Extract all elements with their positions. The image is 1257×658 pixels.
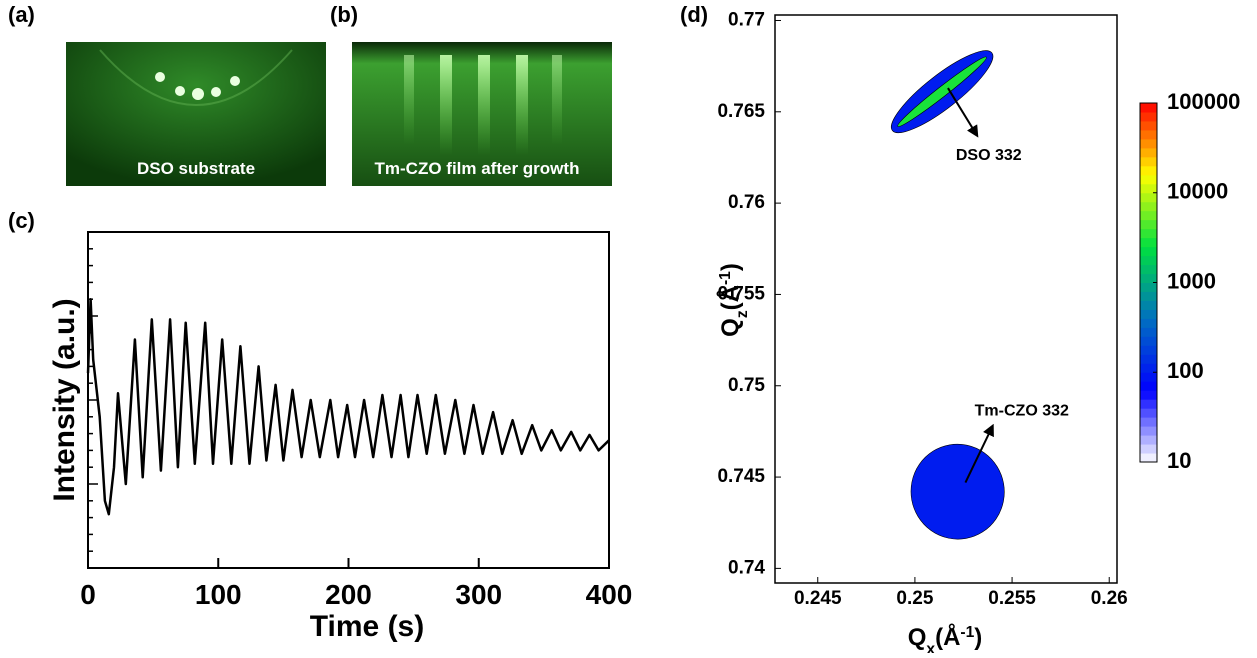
panel-label: (d) — [680, 2, 708, 27]
y-axis-label: Qz(Å-1) — [716, 263, 751, 337]
panel-label: (c) — [8, 208, 35, 233]
label-part: ) — [717, 263, 744, 271]
colorbar-cell — [1140, 327, 1157, 337]
label-part: z — [734, 310, 751, 318]
colorbar-cell — [1140, 300, 1157, 310]
colorbar-cell — [1140, 444, 1157, 454]
colorbar-cell — [1140, 354, 1157, 364]
x-tick-label: 200 — [325, 579, 372, 610]
colorbar-cell — [1140, 417, 1157, 427]
colorbar-cell — [1140, 201, 1157, 212]
colorbar-tick-label: 10 — [1167, 448, 1191, 473]
colorbar-cell — [1140, 363, 1157, 373]
label-part: ) — [974, 624, 982, 651]
x-tick-label: 400 — [586, 579, 633, 610]
colorbar-cell — [1140, 390, 1157, 400]
colorbar-tick-label: 100000 — [1167, 89, 1240, 114]
colorbar-cell — [1140, 183, 1157, 194]
kikuchi-line — [99, 49, 293, 106]
colorbar-cell — [1140, 435, 1157, 445]
colorbar-cell — [1140, 426, 1157, 436]
colorbar-cell — [1140, 120, 1157, 131]
colorbar-cell — [1140, 210, 1157, 221]
x-tick-label: 0.245 — [794, 588, 842, 609]
y-tick-label: 0.745 — [717, 466, 765, 487]
x-axis-label: Time (s) — [310, 610, 424, 643]
colorbar-cell — [1140, 129, 1157, 140]
annotation: Tm-CZO 332 — [975, 403, 1069, 420]
image-caption: DSO substrate — [137, 159, 255, 178]
annotation-arrow — [964, 423, 994, 483]
colorbar-cell — [1140, 291, 1157, 301]
colorbar-cell — [1140, 165, 1157, 176]
colorbar-cell — [1140, 111, 1157, 122]
image-caption: Tm-CZO film after growth — [375, 159, 580, 178]
colorbar-cell — [1140, 399, 1157, 409]
colorbar-cell — [1140, 237, 1157, 248]
colorbar-cell — [1140, 408, 1157, 418]
label-part: (Å — [935, 623, 960, 651]
diffraction-spots — [155, 72, 240, 100]
y-tick-label: 0.76 — [728, 192, 765, 213]
rheed-image — [66, 42, 326, 186]
intensity-region — [897, 56, 987, 127]
y-tick-label: 0.75 — [728, 375, 765, 396]
x-tick-label: 300 — [455, 579, 502, 610]
colorbar-cell — [1140, 246, 1157, 257]
colorbar-cell — [1140, 372, 1157, 382]
colorbar-cell — [1140, 156, 1157, 167]
x-tick-label: 0.25 — [896, 588, 933, 609]
panel-label: (b) — [330, 2, 358, 27]
x-tick-label: 0 — [80, 579, 96, 610]
intensity-line — [86, 297, 610, 516]
colorbar-cell — [1140, 264, 1157, 275]
colorbar-cell — [1140, 138, 1157, 149]
colorbar-tick-label: 1000 — [1167, 268, 1216, 293]
colorbar-cell — [1140, 174, 1157, 185]
label-part: x — [926, 641, 935, 654]
colorbar-tick-label: 10000 — [1167, 179, 1228, 204]
y-tick-label: 0.74 — [728, 557, 765, 578]
colorbar-cell — [1140, 273, 1157, 283]
colorbar-cell — [1140, 192, 1157, 203]
colorbar-cell — [1140, 318, 1157, 328]
label-part: -1 — [960, 624, 974, 641]
colorbar-cell — [1140, 103, 1157, 113]
colorbar-cell — [1140, 381, 1157, 391]
annotation-arrow — [947, 87, 979, 138]
intensity-region — [910, 443, 1005, 540]
diffraction-streaks — [404, 55, 562, 155]
colorbar-cell — [1140, 282, 1157, 292]
colorbar-tick-label: 100 — [1167, 358, 1204, 383]
colorbar-cell — [1140, 228, 1157, 239]
y-tick-label: 0.765 — [717, 101, 765, 122]
colorbar-cell — [1140, 147, 1157, 158]
colorbar-cell — [1140, 255, 1157, 266]
y-tick-label: 0.755 — [717, 283, 765, 304]
colorbar-cell — [1140, 219, 1157, 230]
colorbar-cell — [1140, 345, 1157, 355]
colorbar-cell — [1140, 309, 1157, 319]
y-tick-label: 0.77 — [728, 9, 765, 30]
x-tick-label: 100 — [195, 579, 242, 610]
colorbar-cell — [1140, 453, 1157, 463]
x-tick-label: 0.255 — [988, 588, 1036, 609]
label-part: (Å — [716, 285, 744, 310]
label-part: Q — [908, 624, 927, 651]
label-part: Q — [717, 318, 744, 337]
x-tick-label: 0.26 — [1091, 588, 1128, 609]
annotation: DSO 332 — [956, 147, 1022, 164]
colorbar-cell — [1140, 336, 1157, 346]
y-axis-label: Intensity (a.u.) — [48, 298, 81, 501]
label-part: -1 — [717, 271, 734, 285]
panel-label: (a) — [8, 2, 35, 27]
x-axis-label: Qx(Å-1) — [908, 623, 983, 653]
